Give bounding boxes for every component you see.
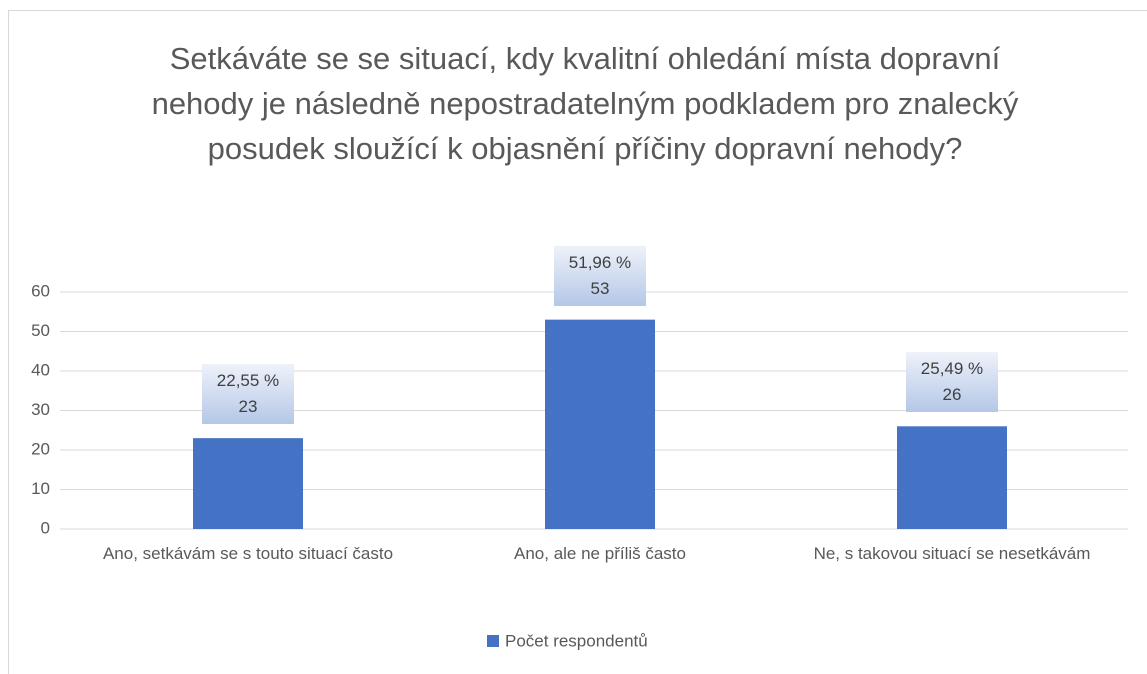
- y-tick-label: 20: [31, 439, 50, 458]
- y-tick-label: 50: [31, 321, 50, 340]
- bar: [545, 319, 655, 529]
- y-tick-label: 60: [31, 281, 50, 300]
- percent-label: 22,55 %: [216, 371, 280, 391]
- data-label-box: 25,49 % 26: [906, 352, 998, 413]
- y-tick-label: 40: [31, 360, 50, 379]
- percent-label: 51,96 %: [568, 252, 632, 272]
- data-label: 53: [590, 278, 610, 298]
- bar: [193, 438, 303, 529]
- bar: [897, 426, 1007, 529]
- data-label-box: 22,55 % 23: [202, 364, 294, 425]
- chart-title: Setkáváte se se situací, kdy kvalitní oh…: [151, 41, 1019, 166]
- legend-label: Počet respondentů: [505, 631, 648, 650]
- data-label: 23: [238, 397, 258, 417]
- x-tick-label: Ne, s takovou situací se nesetkávám: [813, 544, 1091, 563]
- y-tick-label: 0: [41, 518, 50, 537]
- y-tick-label: 10: [31, 479, 50, 498]
- percent-label: 25,49 %: [920, 359, 984, 379]
- x-tick-label: Ano, setkávám se s touto situací často: [102, 544, 394, 563]
- legend-swatch: [487, 635, 499, 647]
- x-tick-label: Ano, ale ne příliš často: [514, 544, 686, 563]
- data-label: 26: [942, 385, 962, 405]
- chart-border: [8, 10, 1147, 674]
- y-tick-label: 30: [31, 400, 50, 419]
- data-label-box: 51,96 % 53: [554, 245, 646, 306]
